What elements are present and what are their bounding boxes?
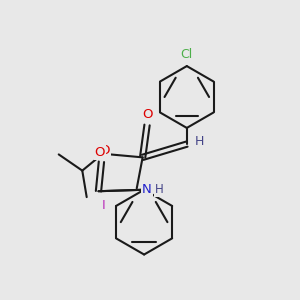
Text: H: H bbox=[194, 135, 204, 148]
Text: O: O bbox=[100, 144, 110, 158]
Text: N: N bbox=[142, 183, 152, 196]
Text: I: I bbox=[102, 200, 106, 212]
Text: Cl: Cl bbox=[181, 48, 193, 62]
Text: H: H bbox=[154, 183, 163, 196]
Text: O: O bbox=[142, 108, 153, 121]
Text: O: O bbox=[95, 146, 105, 159]
